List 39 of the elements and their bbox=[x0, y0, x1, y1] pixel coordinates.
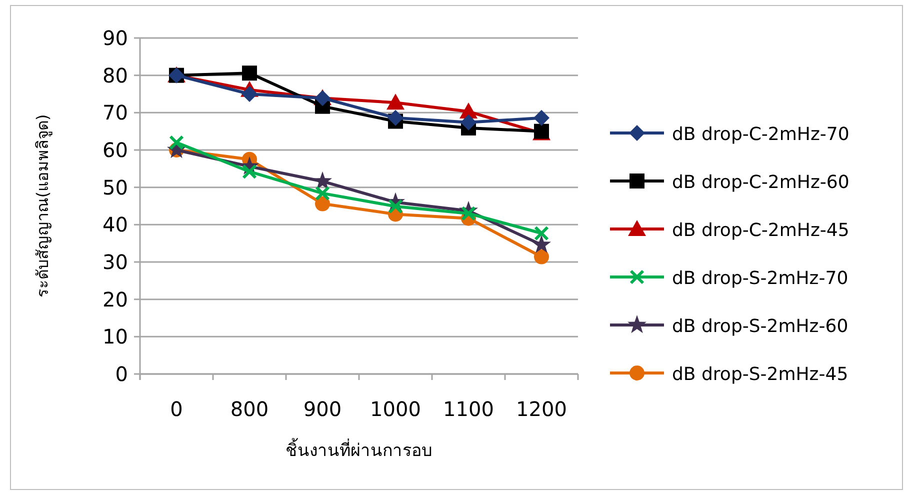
y-tick-label: 60 bbox=[102, 138, 128, 162]
y-tick-label: 50 bbox=[102, 175, 128, 200]
point bbox=[315, 196, 330, 212]
x-tick-label: 1000 bbox=[370, 397, 421, 421]
point bbox=[242, 66, 257, 81]
point bbox=[169, 135, 184, 150]
point bbox=[312, 171, 332, 190]
point bbox=[386, 94, 404, 110]
point bbox=[460, 114, 476, 130]
point bbox=[242, 86, 258, 102]
y-tick-label: 90 bbox=[102, 26, 128, 50]
point bbox=[388, 198, 403, 214]
legend-label: dB drop-S-2mHz-70 bbox=[672, 268, 848, 289]
y-tick-label: 40 bbox=[102, 212, 128, 237]
y-tick-label: 70 bbox=[102, 100, 128, 125]
y-tick-label: 20 bbox=[102, 287, 128, 312]
point bbox=[242, 164, 257, 180]
y-tick-label: 30 bbox=[102, 250, 128, 274]
legend-label: dB drop-C-2mHz-70 bbox=[672, 124, 850, 145]
point bbox=[315, 186, 330, 201]
point bbox=[534, 110, 550, 126]
point bbox=[388, 110, 404, 126]
y-axis-title: ระดับสัญญาณ(แอมพลิจูด) bbox=[33, 114, 53, 298]
legend-label: dB drop-C-2mHz-45 bbox=[672, 220, 850, 241]
legend-label: dB drop-C-2mHz-60 bbox=[672, 172, 850, 193]
y-tick-label: 0 bbox=[115, 362, 128, 386]
x-tick-label: 1200 bbox=[516, 397, 567, 421]
x-tick-label: 0 bbox=[170, 397, 183, 421]
x-tick-label: 900 bbox=[303, 397, 342, 421]
legend-label: dB drop-S-2mHz-60 bbox=[672, 316, 848, 337]
y-tick-label: 80 bbox=[102, 63, 128, 88]
x-tick-label: 1100 bbox=[443, 397, 494, 421]
point bbox=[534, 249, 549, 264]
point bbox=[534, 226, 549, 241]
x-tick-label: 800 bbox=[230, 397, 269, 421]
x-axis-title: ชิ้นงานที่ผ่านการอบ bbox=[286, 438, 432, 461]
y-tick-label: 10 bbox=[102, 324, 128, 349]
point bbox=[532, 234, 552, 253]
legend-label: dB drop-S-2mHz-45 bbox=[672, 364, 848, 385]
